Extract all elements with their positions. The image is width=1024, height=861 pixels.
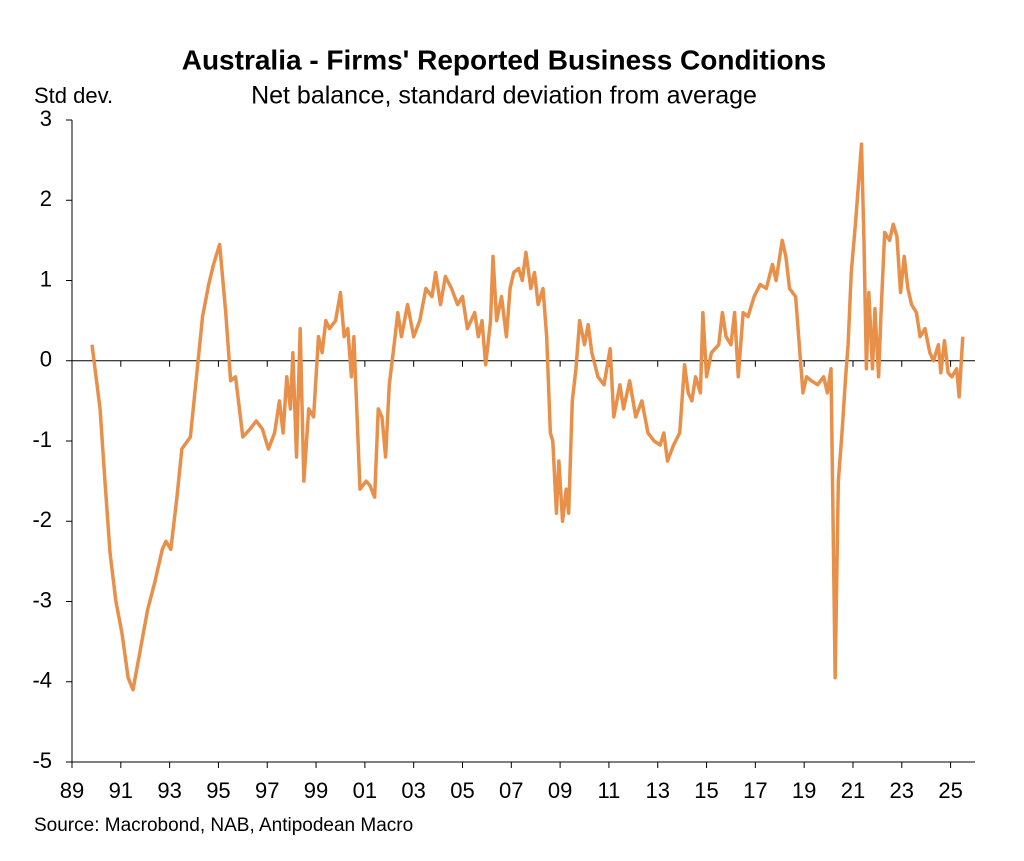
y-tick-label: -1 [32,427,52,452]
x-tick-label: 13 [645,778,669,803]
y-tick-label: 3 [40,106,52,131]
x-tick-label: 91 [109,778,133,803]
y-tick-label: -5 [32,748,52,773]
x-tick-label: 25 [938,778,962,803]
x-tick-label: 97 [255,778,279,803]
x-tick-label: 09 [548,778,572,803]
x-tick-label: 03 [401,778,425,803]
y-tick-label: -4 [32,668,52,693]
x-tick-label: 17 [743,778,767,803]
x-tick-label: 07 [499,778,523,803]
x-tick-label: 01 [353,778,377,803]
x-tick-label: 23 [890,778,914,803]
y-axis-label: Std dev. [34,83,113,108]
x-tick-label: 11 [597,778,620,803]
x-tick-label: 95 [206,778,230,803]
chart-title: Australia - Firms' Reported Business Con… [182,44,827,75]
y-tick-label: -2 [32,507,52,532]
x-tick-label: 93 [157,778,181,803]
y-tick-label: -3 [32,587,52,612]
chart-subtitle: Net balance, standard deviation from ave… [251,82,757,110]
x-tick-label: 21 [841,778,865,803]
x-tick-label: 05 [450,778,474,803]
x-tick-label: 15 [694,778,718,803]
y-tick-label: 2 [40,186,52,211]
series-line [90,142,965,692]
source: Source: Macrobond, NAB, Antipodean Macro [34,815,413,836]
y-tick-label: 0 [40,347,52,372]
x-tick-label: 99 [304,778,328,803]
x-tick-label: 89 [60,778,84,803]
x-tick-label: 19 [792,778,816,803]
y-tick-label: 1 [40,266,52,291]
